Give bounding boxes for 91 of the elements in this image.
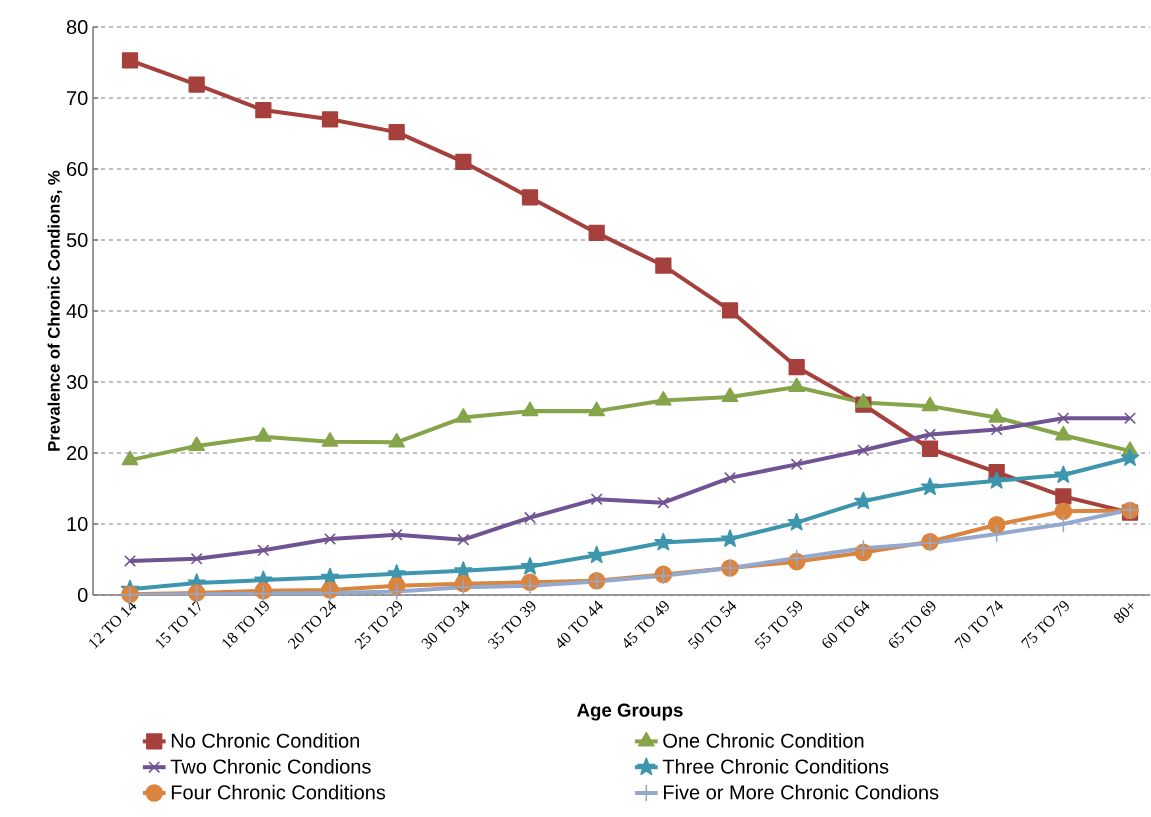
y-tick-label: 30 xyxy=(66,374,88,390)
x-tick-label: 18 TO 19 xyxy=(222,601,269,649)
point xyxy=(920,477,940,496)
point xyxy=(121,450,139,466)
point xyxy=(455,408,472,423)
y-tick-label: 50 xyxy=(66,232,88,248)
legend-label: Two Chronic Condions xyxy=(170,758,371,774)
point xyxy=(255,427,272,442)
point xyxy=(588,224,605,242)
point xyxy=(855,393,872,408)
y-tick-label: 60 xyxy=(67,161,88,177)
point xyxy=(720,529,740,547)
point xyxy=(321,432,339,447)
point xyxy=(654,532,673,551)
point xyxy=(587,545,606,564)
x-tick-label: 25 TO 29 xyxy=(354,601,403,650)
point xyxy=(387,582,406,601)
point xyxy=(188,436,205,452)
point xyxy=(657,496,670,509)
point xyxy=(1055,425,1072,441)
point xyxy=(1054,502,1073,521)
x-tick-label: 60 TO 64 xyxy=(822,600,870,648)
point xyxy=(388,123,405,141)
point xyxy=(1054,465,1073,483)
point xyxy=(987,515,1006,534)
point xyxy=(121,52,139,69)
point xyxy=(988,408,1005,423)
point xyxy=(521,189,539,206)
x-tick-label: 55 TO 59 xyxy=(754,601,803,649)
point xyxy=(857,444,870,457)
point xyxy=(390,528,403,541)
point xyxy=(1120,448,1140,466)
x-tick-label: 80+ xyxy=(1114,603,1134,623)
x-tick-label: 35 TO 39 xyxy=(487,601,536,650)
y-tick-label: 20 xyxy=(67,445,88,461)
y-tick-label: 0 xyxy=(77,587,88,603)
point xyxy=(188,76,205,93)
point xyxy=(788,358,805,376)
point xyxy=(255,101,272,119)
point xyxy=(1057,412,1070,425)
point xyxy=(921,440,939,457)
point xyxy=(724,471,736,484)
point xyxy=(987,471,1006,489)
x-axis-title: Age Groups xyxy=(577,703,683,721)
x-tick-label: 40 TO 44 xyxy=(557,600,604,648)
legend-label: Five or More Chronic Condions xyxy=(663,784,939,800)
point xyxy=(590,493,603,506)
x-tick-label: 75 TO 79 xyxy=(1021,601,1069,649)
point xyxy=(455,153,472,171)
point xyxy=(524,511,536,524)
x-tick-label: 30 TO 34 xyxy=(421,600,470,650)
y-tick-label: 80 xyxy=(66,19,88,35)
point xyxy=(854,491,873,510)
point xyxy=(788,377,805,393)
point xyxy=(721,302,739,319)
point xyxy=(257,544,270,557)
legend-label: Three Chronic Conditions xyxy=(662,758,889,774)
point xyxy=(521,401,539,417)
point xyxy=(924,428,936,441)
legend-label: Four Chronic Conditions xyxy=(171,784,386,800)
legend-label: One Chronic Condition xyxy=(663,733,864,748)
point xyxy=(854,539,873,557)
y-tick-label: 10 xyxy=(67,516,88,532)
point xyxy=(921,396,939,412)
point xyxy=(721,387,739,403)
y-axis-title: Prevalence of Chronic Condions, % xyxy=(47,170,63,451)
point xyxy=(787,549,806,567)
point xyxy=(190,552,203,565)
point xyxy=(787,512,806,531)
point xyxy=(457,533,470,546)
point xyxy=(324,532,336,545)
x-tick-label: 50 TO 54 xyxy=(687,600,737,649)
x-tick-label: 65 TO 69 xyxy=(889,601,936,648)
x-tick-label: 70 TO 74 xyxy=(954,600,1004,649)
x-tick-label: 20 TO 24 xyxy=(287,600,337,650)
x-tick-label: 45 TO 49 xyxy=(624,601,669,648)
y-tick-label: 70 xyxy=(67,90,88,106)
point xyxy=(388,432,405,448)
point xyxy=(790,458,803,471)
point xyxy=(321,111,339,128)
point xyxy=(124,554,136,567)
legend-label: No Chronic Condition xyxy=(171,733,360,748)
point xyxy=(655,257,672,274)
point xyxy=(1124,412,1136,425)
point xyxy=(454,578,473,596)
point xyxy=(990,423,1003,436)
point xyxy=(655,391,672,406)
point xyxy=(588,401,605,417)
y-tick-label: 40 xyxy=(66,303,88,319)
point xyxy=(1055,488,1072,505)
point xyxy=(520,557,540,575)
